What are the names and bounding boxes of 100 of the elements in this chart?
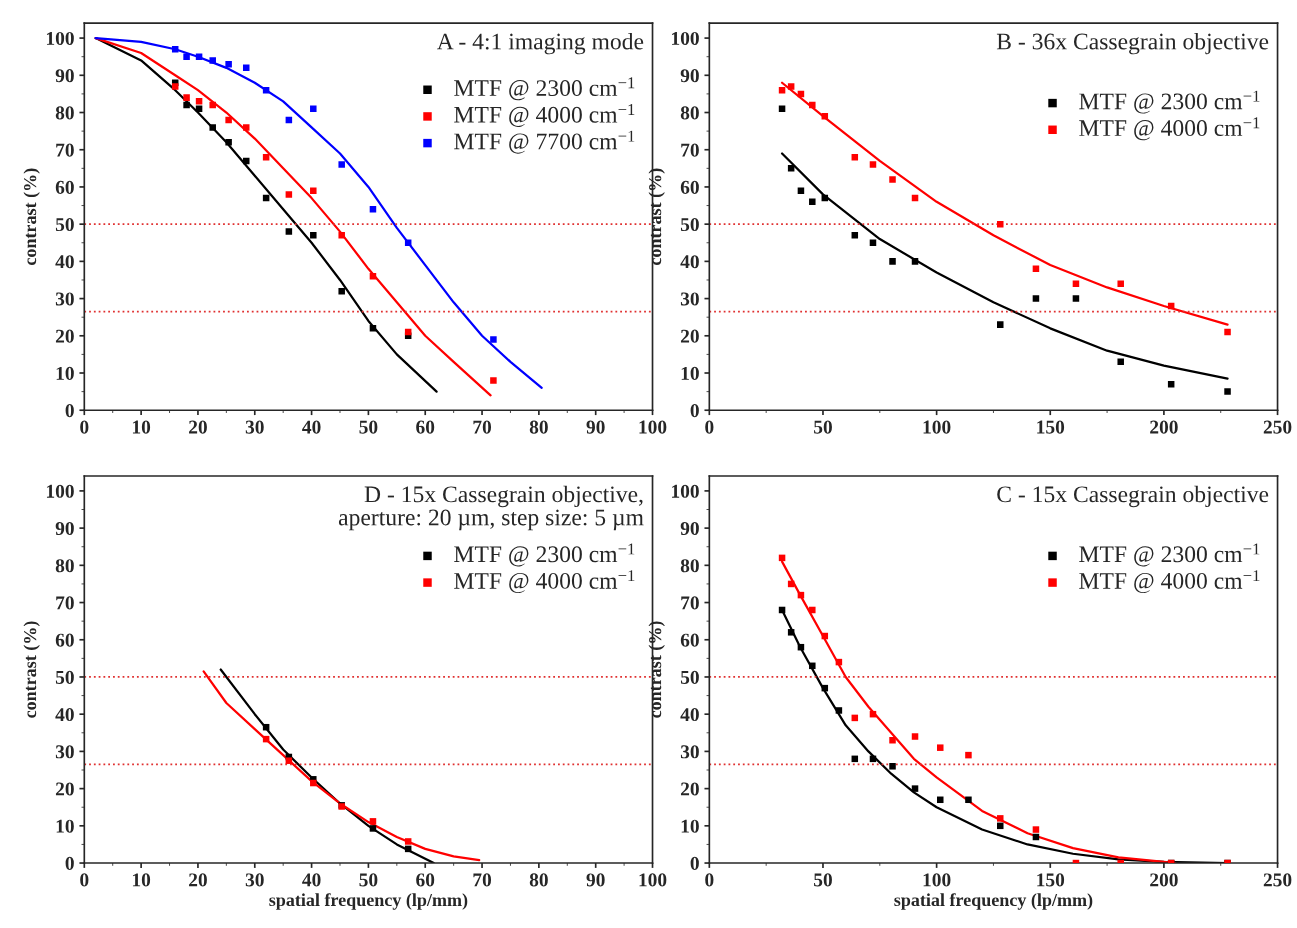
point xyxy=(183,94,190,101)
x-tick-label: 90 xyxy=(586,420,605,434)
chart-title: B - 36x Cassegrain objective xyxy=(996,32,1269,55)
point xyxy=(183,101,190,109)
legend-label: MTF @ 7700 cm$^{−1}$ xyxy=(454,130,635,154)
point xyxy=(1072,295,1080,302)
point xyxy=(889,258,896,265)
point xyxy=(225,116,232,124)
point xyxy=(787,165,795,172)
y-tick-label: 20 xyxy=(55,782,74,796)
x-tick-label: 20 xyxy=(189,420,207,434)
legend-label: MTF @ 2300 cm$^{−1}$ xyxy=(1079,543,1260,567)
y-tick-label: 40 xyxy=(680,255,699,269)
y-tick-label: 0 xyxy=(65,856,74,870)
y-tick-label: 100 xyxy=(672,484,699,498)
x-tick-label: 0 xyxy=(80,420,89,434)
y-tick-label: 40 xyxy=(680,708,699,722)
point xyxy=(937,744,944,751)
point xyxy=(809,101,816,109)
y-tick-label: 20 xyxy=(680,782,699,796)
y-tick-label: 10 xyxy=(681,819,699,833)
y-tick-label: 100 xyxy=(46,484,74,498)
x-tick-label: 100 xyxy=(639,420,667,434)
y-tick-label: 90 xyxy=(680,69,699,83)
y-tick-label: 30 xyxy=(55,745,74,759)
point xyxy=(1224,328,1231,336)
point xyxy=(242,124,250,131)
point xyxy=(183,53,190,60)
x-tick-label: 250 xyxy=(1263,420,1292,434)
point xyxy=(195,53,203,60)
x-axis-title: spatial frequency (lp/mm) xyxy=(269,893,468,910)
x-tick-label: 70 xyxy=(473,873,492,887)
line-series xyxy=(202,670,481,862)
point xyxy=(1032,826,1040,833)
point xyxy=(310,187,317,194)
y-tick-label: 60 xyxy=(680,180,699,194)
point xyxy=(310,232,317,239)
point xyxy=(209,57,216,64)
point xyxy=(1072,280,1080,287)
y-tick-label: 90 xyxy=(55,69,74,83)
x-axis-title: spatial frequency (lp/mm) xyxy=(894,893,1093,910)
point xyxy=(1117,280,1124,287)
point xyxy=(997,321,1004,328)
x-tick-label: 150 xyxy=(1037,420,1065,434)
x-tick-label: 200 xyxy=(1150,873,1178,887)
x-tick-label: 60 xyxy=(416,873,435,887)
point xyxy=(1032,295,1040,302)
y-tick-label: 20 xyxy=(55,329,74,343)
point xyxy=(869,161,877,168)
x-tick-label: 30 xyxy=(245,420,264,434)
point xyxy=(787,629,795,636)
x-tick-label: 100 xyxy=(923,873,951,887)
x-tick-label: 10 xyxy=(132,873,151,887)
point xyxy=(911,785,919,792)
point xyxy=(889,736,896,744)
y-tick-label: 30 xyxy=(55,292,74,306)
point xyxy=(225,139,232,146)
legend-label: MTF @ 4000 cm$^{−1}$ xyxy=(454,570,635,594)
y-tick-label: 70 xyxy=(56,596,74,610)
x-tick-label: 70 xyxy=(473,420,492,434)
y-tick-label: 90 xyxy=(680,521,699,536)
point xyxy=(209,101,216,109)
point xyxy=(369,206,377,213)
y-tick-label: 80 xyxy=(680,106,699,120)
y-tick-label: 50 xyxy=(55,217,74,232)
line-series xyxy=(780,152,1229,380)
x-tick-label: 80 xyxy=(529,420,548,434)
x-tick-label: 0 xyxy=(705,873,714,887)
x-tick-label: 100 xyxy=(639,873,667,887)
point xyxy=(997,220,1004,228)
point xyxy=(225,60,232,68)
point xyxy=(1117,859,1124,864)
legend-label: MTF @ 2300 cm$^{−1}$ xyxy=(454,77,635,101)
point xyxy=(338,232,345,239)
y-tick-label: 0 xyxy=(690,404,699,418)
point xyxy=(404,838,412,845)
x-tick-label: 60 xyxy=(416,420,435,434)
point xyxy=(889,763,896,770)
x-tick-label: 50 xyxy=(359,420,378,434)
point xyxy=(209,124,216,131)
point xyxy=(369,325,377,332)
x-tick-label: 50 xyxy=(814,420,832,434)
point xyxy=(911,733,919,740)
y-tick-label: 60 xyxy=(680,633,699,647)
text: D - 15x Cassegrain objective, aperture: 20 µm, step size: 5 µm xyxy=(338,485,644,531)
y-tick-label: 50 xyxy=(55,670,74,684)
point xyxy=(285,191,293,198)
x-tick-label: 0 xyxy=(705,420,714,434)
y-tick-label: 10 xyxy=(56,366,74,380)
y-tick-label: 40 xyxy=(55,255,74,269)
x-tick-label: 0 xyxy=(80,873,89,887)
y-tick-label: 80 xyxy=(55,106,74,120)
point xyxy=(997,815,1004,822)
y-tick-label: 80 xyxy=(680,559,699,573)
point xyxy=(242,157,250,165)
y-tick-label: 60 xyxy=(55,180,74,194)
y-tick-label: 10 xyxy=(681,366,699,380)
x-tick-label: 80 xyxy=(529,873,548,887)
y-tick-label: 70 xyxy=(56,143,74,157)
point xyxy=(965,796,972,804)
